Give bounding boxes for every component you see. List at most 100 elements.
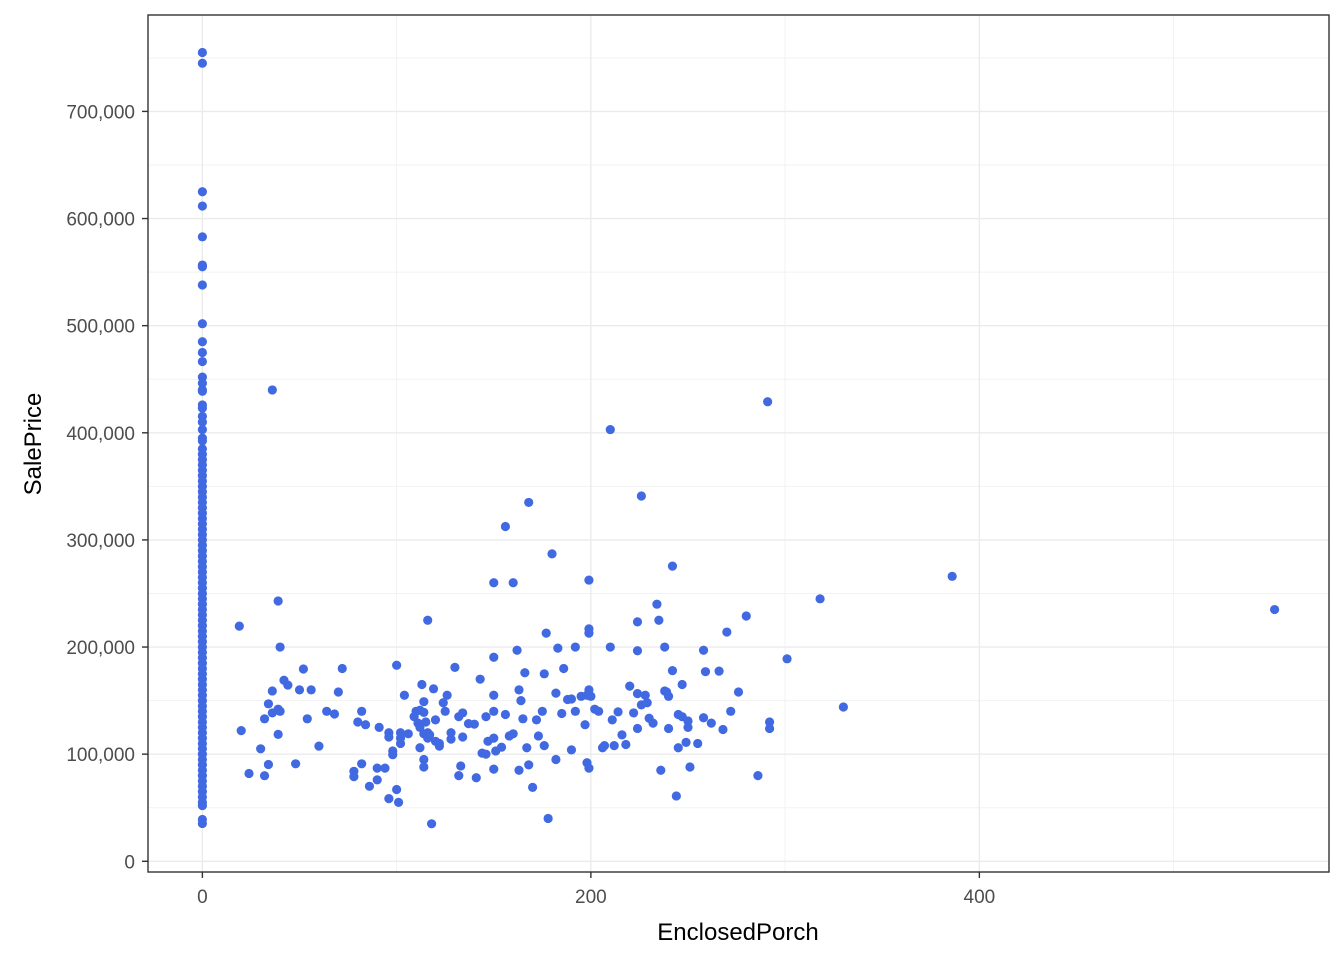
data-point [259, 771, 270, 781]
data-point [263, 699, 274, 709]
data-point [656, 765, 666, 775]
data-point [197, 386, 207, 396]
data-point [329, 709, 340, 719]
data-point [353, 717, 363, 727]
data-point [1270, 604, 1280, 615]
data-point [815, 594, 825, 604]
data-point [454, 770, 464, 781]
data-point [298, 664, 308, 674]
data-point [537, 706, 547, 716]
data-point [372, 775, 382, 785]
data-point [586, 691, 596, 701]
data-point [512, 645, 522, 655]
y-axis: 0 100,000 200,000 300,000 400,000 500,000 600,… [66, 102, 148, 873]
y-tick-label: 100,000 [66, 745, 135, 766]
x-axis-title: EnclosedPorch [657, 919, 818, 946]
data-point [718, 724, 728, 735]
data-point [197, 232, 207, 242]
data-point [430, 715, 441, 725]
data-point [584, 763, 594, 773]
data-point [197, 818, 207, 829]
x-tick-label: 400 [964, 887, 996, 908]
y-tick-label: 400,000 [66, 424, 135, 445]
data-point [753, 770, 763, 781]
data-point [256, 744, 266, 754]
data-point [197, 356, 207, 367]
data-point [531, 715, 542, 725]
y-tick-label: 200,000 [66, 638, 135, 659]
data-point [764, 723, 775, 734]
data-point [524, 760, 534, 770]
data-point [609, 740, 619, 751]
data-point [557, 708, 567, 719]
data-point [197, 417, 207, 427]
data-point [456, 761, 466, 771]
data-point [364, 781, 375, 791]
data-point [197, 424, 207, 435]
x-axis: 0 200 400 [197, 872, 995, 908]
data-point [357, 706, 367, 716]
data-point [617, 730, 627, 740]
data-point [403, 729, 413, 739]
data-point [333, 687, 343, 697]
y-axis-title: SalePrice [20, 393, 47, 496]
data-point [698, 645, 709, 655]
data-point [428, 684, 439, 694]
data-point [489, 690, 499, 700]
data-point [698, 713, 709, 723]
data-point [489, 652, 499, 662]
data-point [481, 712, 491, 722]
data-point [302, 714, 312, 724]
data-point [580, 720, 590, 730]
data-point [419, 754, 429, 765]
data-point [632, 646, 643, 656]
data-point [566, 694, 577, 704]
data-point [522, 743, 532, 753]
data-point [244, 768, 254, 779]
data-point [421, 717, 431, 727]
data-point [541, 628, 551, 638]
x-tick-label: 0 [197, 887, 208, 908]
data-point [393, 797, 404, 807]
data-point [440, 706, 450, 716]
data-point [415, 743, 425, 753]
data-point [518, 714, 528, 724]
data-point [741, 611, 751, 621]
data-point [471, 773, 481, 783]
data-point [539, 740, 549, 751]
data-point [654, 615, 664, 625]
y-tick-label: 600,000 [66, 210, 135, 231]
data-point [197, 319, 207, 329]
data-point [594, 706, 604, 716]
data-point [426, 819, 437, 829]
plot-panel [148, 15, 1329, 872]
data-point [599, 740, 610, 751]
data-point [607, 715, 617, 725]
data-point [514, 765, 524, 775]
data-point [263, 759, 274, 770]
data-point [652, 599, 662, 609]
data-point [425, 730, 435, 740]
data-point [683, 722, 693, 732]
data-point [197, 262, 207, 272]
data-point [543, 813, 553, 824]
data-point [469, 719, 479, 729]
data-point [782, 654, 792, 664]
data-point [642, 698, 652, 708]
data-point [458, 732, 468, 742]
data-point [419, 707, 429, 717]
data-point [388, 746, 398, 756]
y-tick-label: 500,000 [66, 317, 135, 338]
data-point [613, 707, 623, 717]
minor-gridlines [148, 15, 1329, 872]
data-point [481, 749, 491, 759]
data-point [500, 709, 511, 720]
data-point [267, 385, 277, 395]
data-point [621, 739, 631, 750]
data-point [516, 696, 526, 706]
data-point [553, 643, 563, 653]
data-point [197, 337, 207, 347]
data-point [683, 716, 693, 726]
data-point [197, 800, 207, 811]
